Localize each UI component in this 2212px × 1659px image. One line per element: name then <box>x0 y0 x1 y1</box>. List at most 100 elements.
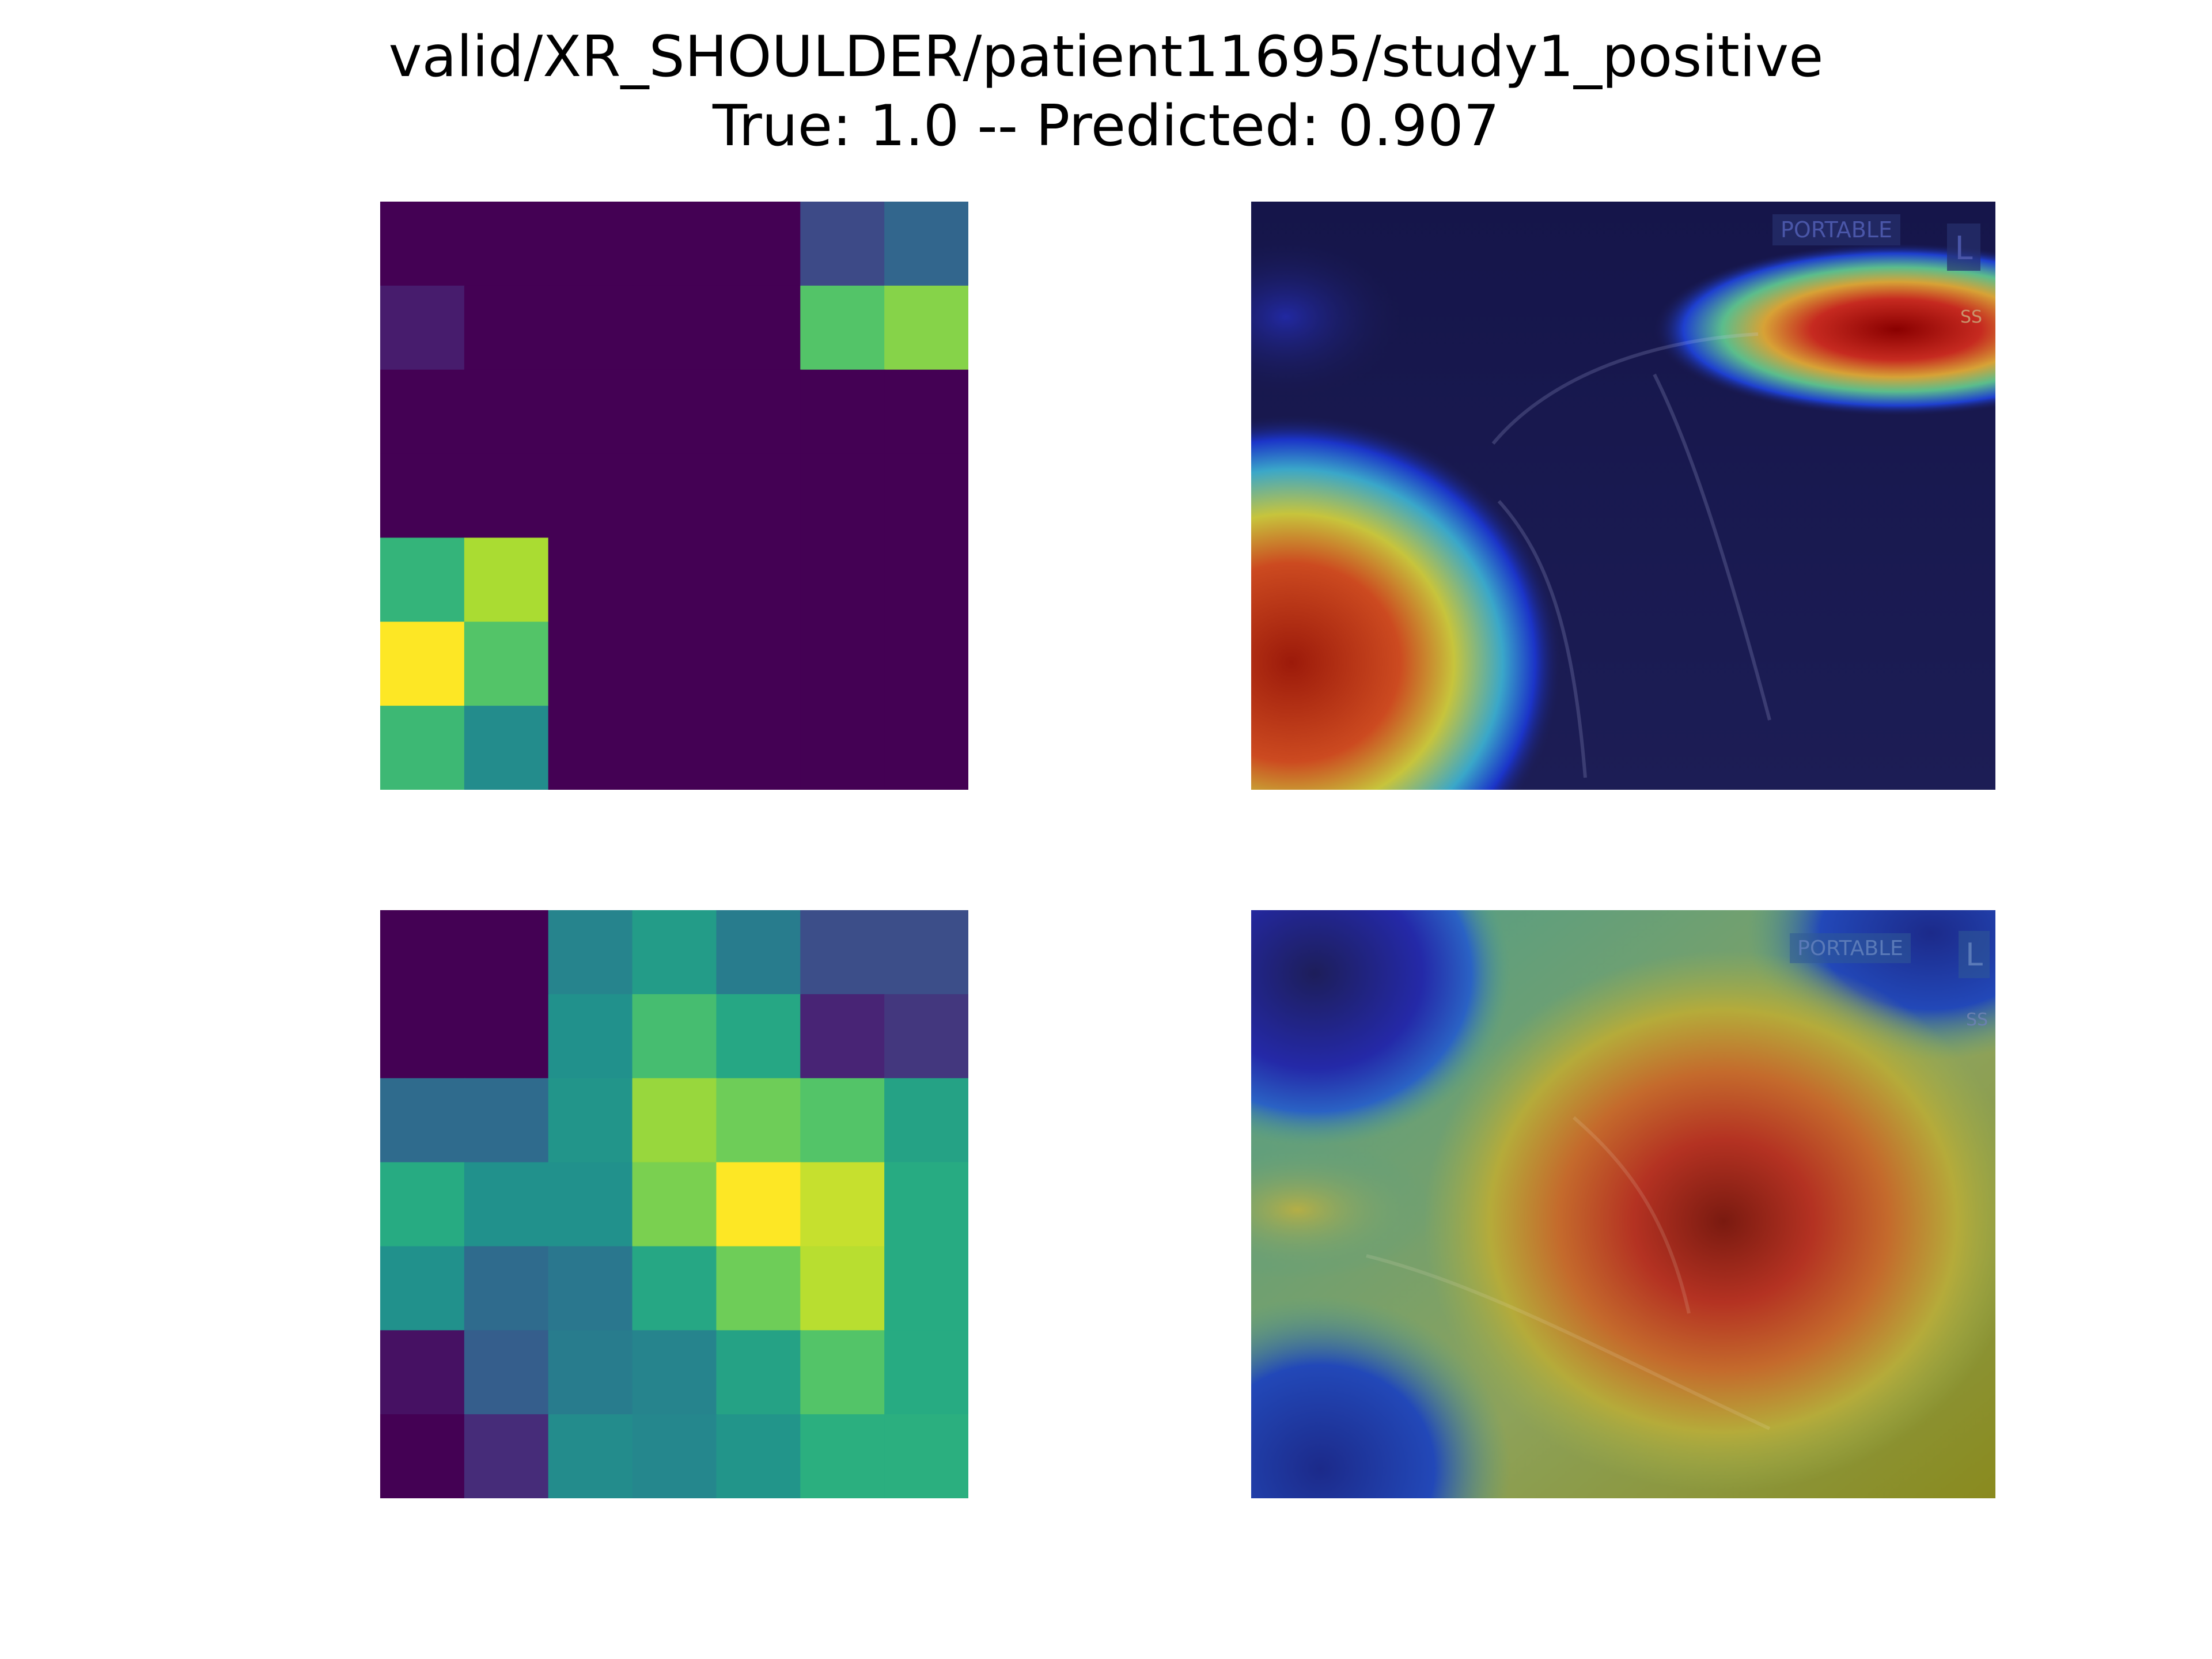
heatmap-cell-r1-c6 <box>884 994 968 1080</box>
heatmap-cell-r4-c2 <box>548 1246 634 1331</box>
heatmap-cell-r0-c2 <box>548 202 634 287</box>
heatmap-cell-r1-c1 <box>464 994 550 1080</box>
heatmap-cell-r4-c1 <box>464 537 550 623</box>
heatmap-cell-r3-c1 <box>464 453 550 539</box>
heatmap-cell-r6-c3 <box>632 706 717 790</box>
activation-overlay-bottom-right: PORTABLE L SS <box>1251 910 1995 1498</box>
heatmap-cell-r2-c4 <box>716 1078 801 1164</box>
heatmap-cell-r1-c3 <box>632 994 717 1080</box>
heatmap-cell-r1-c5 <box>800 994 885 1080</box>
heatmap-cell-r2-c4 <box>716 369 801 455</box>
heatmap-cell-r2-c3 <box>632 1078 717 1164</box>
heatmap-cell-r0-c6 <box>884 202 968 287</box>
heatmap-cell-r2-c3 <box>632 369 717 455</box>
heatmap-cell-r6-c1 <box>464 706 550 790</box>
heatmap-cell-r0-c0 <box>380 202 465 287</box>
heatmap-top-left-grid <box>380 202 968 790</box>
heatmap-cell-r3-c3 <box>632 453 717 539</box>
heatmap-cell-r5-c3 <box>632 1330 717 1415</box>
heatmap-top-left <box>380 202 968 790</box>
heatmap-cell-r6-c6 <box>884 1414 968 1498</box>
heatmap-cell-r6-c3 <box>632 1414 717 1498</box>
heatmap-cell-r1-c0 <box>380 285 465 371</box>
side-marker-box <box>1959 931 1990 978</box>
heatmap-cell-r6-c6 <box>884 706 968 790</box>
heatmap-cell-r2-c2 <box>548 369 634 455</box>
heatmap-cell-r0-c1 <box>464 910 550 995</box>
heatmap-cell-r2-c0 <box>380 1078 465 1164</box>
tech-initials-label: SS <box>1960 307 1982 327</box>
heatmap-cell-r0-c4 <box>716 202 801 287</box>
heatmap-cell-r3-c0 <box>380 453 465 539</box>
portable-label: PORTABLE <box>1781 217 1892 243</box>
side-marker-box <box>1947 224 1980 271</box>
heatmap-bottom-left-grid <box>380 910 968 1498</box>
portable-label-box <box>1790 933 1911 963</box>
heatmap-cell-r4-c6 <box>884 1246 968 1331</box>
side-marker-label: L <box>1965 937 1983 973</box>
heatmap-cell-r5-c6 <box>884 1330 968 1415</box>
heatmap-cell-r0-c4 <box>716 910 801 995</box>
heatmap-cell-r0-c5 <box>800 910 885 995</box>
heatmap-cell-r3-c6 <box>884 453 968 539</box>
heatmap-cell-r5-c2 <box>548 1330 634 1415</box>
heatmap-cell-r4-c0 <box>380 1246 465 1331</box>
heatmap-cell-r4-c5 <box>800 1246 885 1331</box>
heatmap-cell-r6-c2 <box>548 706 634 790</box>
heatmap-cell-r1-c6 <box>884 285 968 371</box>
heatmap-cell-r2-c1 <box>464 1078 550 1164</box>
heatmap-cell-r5-c0 <box>380 1330 465 1415</box>
heatmap-cell-r6-c1 <box>464 1414 550 1498</box>
heatmap-cell-r2-c2 <box>548 1078 634 1164</box>
heatmap-cell-r2-c0 <box>380 369 465 455</box>
heatmap-cell-r3-c6 <box>884 1162 968 1247</box>
heatmap-cell-r1-c2 <box>548 285 634 371</box>
heatmap-cell-r4-c3 <box>632 537 717 623</box>
heatmap-cell-r6-c4 <box>716 706 801 790</box>
heatmap-cell-r4-c6 <box>884 537 968 623</box>
heatmap-cell-r2-c1 <box>464 369 550 455</box>
heatmap-cell-r3-c1 <box>464 1162 550 1247</box>
heatmap-cell-r1-c2 <box>548 994 634 1080</box>
heatmap-cell-r3-c2 <box>548 1162 634 1247</box>
side-marker-label: L <box>1955 230 1972 267</box>
heatmap-cell-r1-c4 <box>716 994 801 1080</box>
heatmap-cell-r6-c4 <box>716 1414 801 1498</box>
heatmap-cell-r4-c0 <box>380 537 465 623</box>
heatmap-cell-r1-c1 <box>464 285 550 371</box>
heatmap-cell-r5-c2 <box>548 622 634 707</box>
heatmap-cell-r5-c1 <box>464 1330 550 1415</box>
heatmap-cell-r4-c5 <box>800 537 885 623</box>
overlay-bottom-right-svg: PORTABLE L SS <box>1251 910 1995 1498</box>
figure-title: valid/XR_SHOULDER/patient11695/study1_po… <box>388 24 1824 90</box>
heatmap-cell-r5-c4 <box>716 1330 801 1415</box>
heatmap-cell-r4-c2 <box>548 537 634 623</box>
heatmap-cell-r6-c5 <box>800 706 885 790</box>
heatmap-cell-r0-c6 <box>884 910 968 995</box>
heatmap-cell-r5-c0 <box>380 622 465 707</box>
heatmap-cell-r2-c5 <box>800 1078 885 1164</box>
heatmap-cell-r4-c4 <box>716 537 801 623</box>
heatmap-cell-r1-c3 <box>632 285 717 371</box>
heatmap-cell-r2-c6 <box>884 1078 968 1164</box>
heatmap-cell-r6-c5 <box>800 1414 885 1498</box>
activation-overlay-top-right: PORTABLE L SS <box>1251 202 1995 790</box>
heatmap-cell-r4-c1 <box>464 1246 550 1331</box>
heatmap-cell-r2-c5 <box>800 369 885 455</box>
heatmap-cell-r2-c6 <box>884 369 968 455</box>
heatmap-cell-r4-c3 <box>632 1246 717 1331</box>
heatmap-cell-r6-c2 <box>548 1414 634 1498</box>
heatmap-cell-r5-c1 <box>464 622 550 707</box>
heatmap-cell-r5-c4 <box>716 622 801 707</box>
heatmap-cell-r5-c6 <box>884 622 968 707</box>
portable-label-box <box>1772 214 1900 245</box>
heatmap-cell-r5-c5 <box>800 1330 885 1415</box>
overlay-top-right-svg: PORTABLE L SS <box>1251 202 1995 790</box>
figure-subtitle: True: 1.0 -- Predicted: 0.907 <box>713 93 1499 159</box>
heatmap-cell-r0-c1 <box>464 202 550 287</box>
heatmap-cell-r4-c4 <box>716 1246 801 1331</box>
heatmap-cell-r3-c4 <box>716 1162 801 1247</box>
heatmap-cell-r3-c0 <box>380 1162 465 1247</box>
heatmap-cell-r1-c5 <box>800 285 885 371</box>
